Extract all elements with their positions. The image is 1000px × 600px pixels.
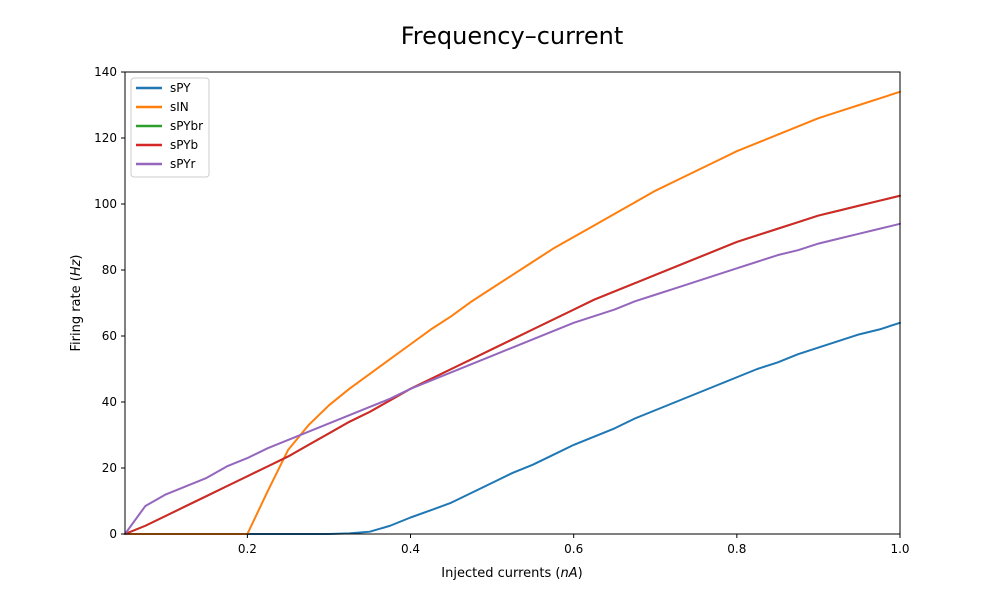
y-tick-label: 20 — [102, 461, 117, 475]
series-line-sIN — [124, 90, 901, 535]
legend: sPY sIN sPYbr sPYb sPYr — [130, 77, 210, 178]
y-tick-label: 100 — [94, 197, 117, 211]
legend-label-sPYb: sPYb — [170, 138, 198, 152]
legend-label-sPYbr: sPYbr — [170, 119, 203, 133]
y-axis-label: Firing rate (Hz) — [69, 254, 84, 351]
y-tick-label: 60 — [102, 329, 117, 343]
x-axis-label: Injected currents (nA) — [441, 566, 582, 581]
series-line-sPYr — [124, 222, 901, 535]
y-tick-label: 40 — [102, 395, 117, 409]
series-line-sPYb — [124, 194, 901, 535]
y-tick-label: 80 — [102, 263, 117, 277]
y-tick-label: 140 — [94, 65, 117, 79]
legend-label-sIN: sIN — [170, 100, 189, 114]
legend-items: sPY sIN sPYbr sPYb sPYr — [136, 81, 203, 171]
x-tick-label: 0.4 — [401, 542, 420, 556]
plot-frame — [124, 71, 901, 535]
legend-frame — [130, 77, 210, 178]
x-tick-label: 0.6 — [564, 542, 583, 556]
x-tick-label: 0.8 — [727, 542, 746, 556]
legend-label-sPY: sPY — [170, 81, 191, 95]
x-tick-label: 1.0 — [890, 542, 909, 556]
chart-title: Frequency–current — [401, 22, 624, 50]
x-tick-label: 0.2 — [238, 542, 257, 556]
x-axis: 0.2 0.4 0.6 0.8 1.0 — [238, 534, 910, 556]
y-tick-label: 120 — [94, 131, 117, 145]
y-tick-label: 0 — [109, 527, 117, 541]
legend-label-sPYr: sPYr — [170, 157, 196, 171]
y-axis: 0 20 40 60 80 100 120 140 — [94, 65, 125, 541]
